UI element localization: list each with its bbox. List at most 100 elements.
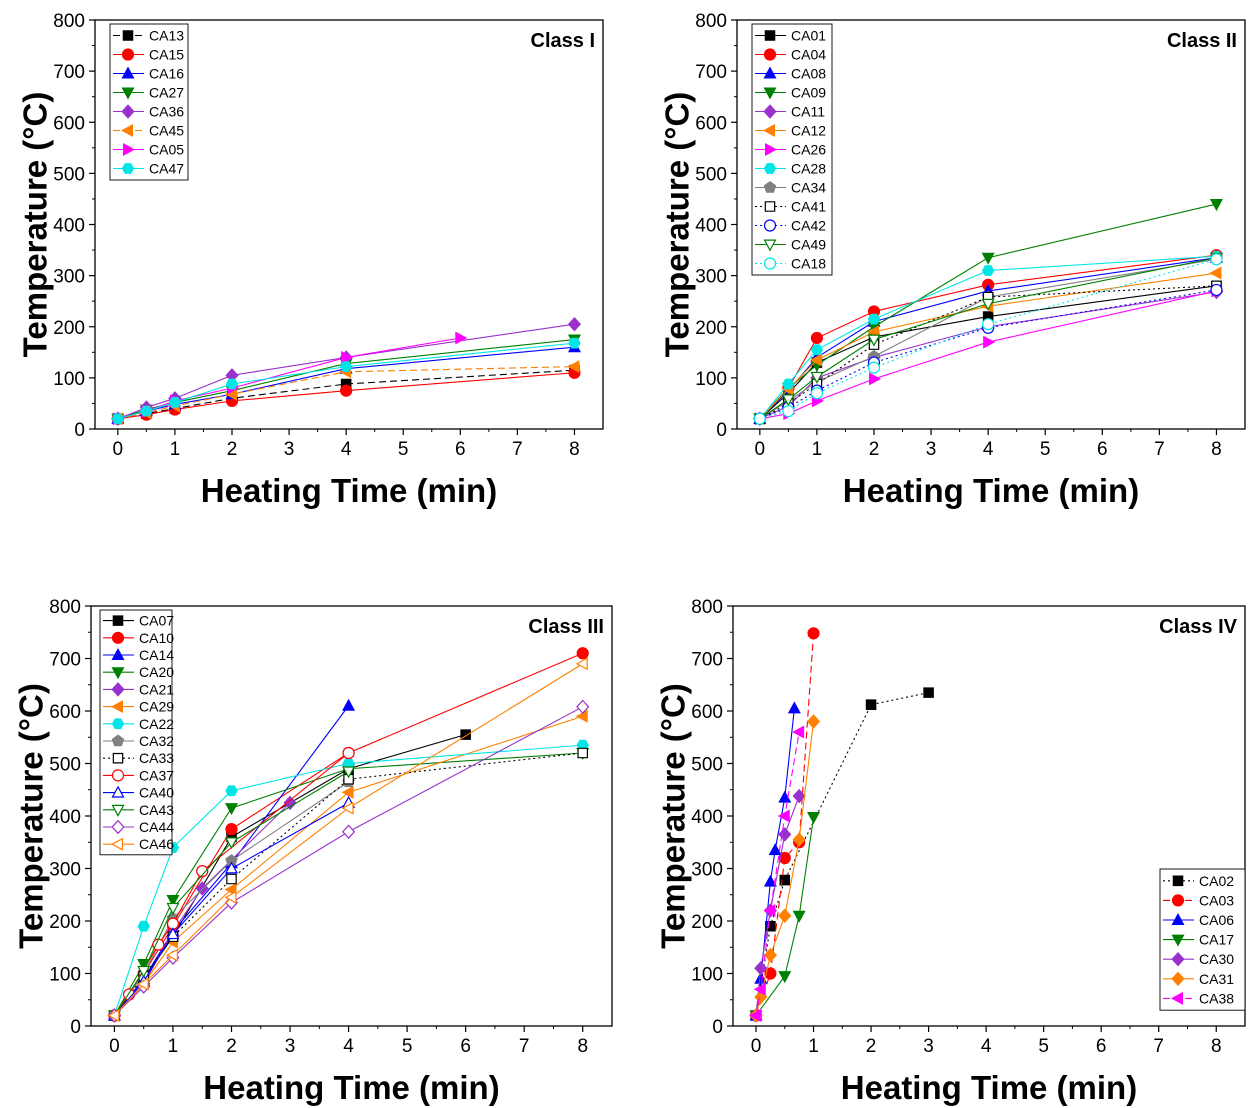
legend-label-CA21: CA21 <box>139 681 174 697</box>
data-point-CA38 <box>748 1008 762 1023</box>
data-point-CA37 <box>342 746 355 760</box>
legend-marker-CA16 <box>121 66 135 79</box>
legend-marker-CA01 <box>764 30 776 41</box>
legend-marker-CA05 <box>123 142 136 157</box>
data-point-CA20 <box>224 803 239 816</box>
y-tick-label: 200 <box>691 912 723 933</box>
legend-marker-CA08 <box>763 66 777 79</box>
data-point-CA10 <box>576 647 589 660</box>
data-point-CA30 <box>754 961 768 976</box>
data-point-CA20 <box>166 895 180 908</box>
data-point-CA46 <box>224 890 237 904</box>
data-point-CA28 <box>867 313 881 325</box>
data-point-CA45 <box>567 360 580 374</box>
series-line-CA44 <box>114 706 583 1016</box>
data-point-CA06 <box>787 701 801 714</box>
data-point-CA10 <box>225 823 238 836</box>
legend: CA01 CA04 CA08 CA09 CA11 CA12 CA26 CA28 CA34 CA41… <box>751 23 833 276</box>
legend-label-CA36: CA36 <box>149 104 184 120</box>
data-point-CA38 <box>792 725 805 739</box>
data-point-CA02 <box>779 874 791 886</box>
legend-marker-CA32 <box>111 734 125 747</box>
legend-label-CA37: CA37 <box>139 767 174 783</box>
legend-marker-CA21 <box>111 682 125 697</box>
x-tick-label: 0 <box>109 1036 120 1057</box>
legend-label-CA30: CA30 <box>1199 951 1234 967</box>
legend-marker-CA10 <box>111 631 125 644</box>
legend-label-CA32: CA32 <box>139 733 174 749</box>
x-tick-label: 4 <box>341 439 352 460</box>
y-tick-label: 400 <box>695 216 727 237</box>
y-tick-label: 500 <box>49 755 81 776</box>
data-point-CA02 <box>923 687 934 698</box>
data-point-CA46 <box>165 948 178 962</box>
legend-marker-CA41 <box>764 201 776 212</box>
data-point-CA40 <box>166 927 180 940</box>
legend-marker-CA29 <box>110 700 123 714</box>
legend-marker-CA15 <box>121 48 135 61</box>
data-point-CA47 <box>111 413 125 425</box>
legend-label-CA22: CA22 <box>139 716 174 732</box>
x-tick-label: 4 <box>343 1036 354 1057</box>
data-point-CA44 <box>341 824 356 839</box>
legend-label-CA05: CA05 <box>149 142 184 158</box>
data-point-CA03 <box>807 627 820 640</box>
y-tick-label: 500 <box>691 755 723 776</box>
y-tick-label: 800 <box>49 597 81 618</box>
y-tick-label: 800 <box>53 11 85 32</box>
legend-label-CA49: CA49 <box>791 237 826 253</box>
legend-marker-CA13 <box>122 30 134 41</box>
legend-label-CA33: CA33 <box>139 750 174 766</box>
legend-marker-CA12 <box>762 123 775 138</box>
x-axis-label: Heating Time (min) <box>843 472 1139 509</box>
data-point-CA31 <box>778 908 792 923</box>
x-tick-label: 7 <box>1154 439 1165 460</box>
legend-label-CA31: CA31 <box>1199 971 1234 987</box>
x-tick-label: 7 <box>1153 1036 1164 1057</box>
legend-marker-CA18 <box>763 257 777 270</box>
x-tick-label: 2 <box>869 439 880 460</box>
data-point-CA43 <box>137 965 151 978</box>
data-point-CA09 <box>981 252 995 265</box>
x-tick-label: 4 <box>983 439 994 460</box>
chart-panel-2: 0 1 2 3 4 5 6 7 8 0 100 200 300 400 500 600 700 800 Heatin… <box>659 11 1246 509</box>
data-point-CA31 <box>792 832 806 847</box>
legend-label-CA17: CA17 <box>1199 932 1234 948</box>
series-line-CA06 <box>755 708 795 1016</box>
chart-title: Class I <box>531 30 595 52</box>
chart-panel-4: 0 1 2 3 4 5 6 7 8 0 100 200 300 400 500 600 700 800 Heatin… <box>655 597 1246 1106</box>
legend-label-CA44: CA44 <box>139 819 174 835</box>
data-point-CA46 <box>341 801 354 815</box>
x-axis-label: Heating Time (min) <box>203 1069 499 1106</box>
legend-marker-CA02 <box>1172 875 1184 887</box>
x-tick-label: 2 <box>226 1036 237 1057</box>
data-point-CA38 <box>753 982 766 996</box>
legend-label-CA27: CA27 <box>149 85 184 101</box>
legend-box <box>99 609 173 856</box>
legend-marker-CA09 <box>763 87 777 100</box>
data-point-CA12 <box>809 353 822 367</box>
data-point-CA22 <box>225 785 238 797</box>
y-tick-label: 600 <box>691 702 723 723</box>
legend-marker-CA42 <box>763 219 777 232</box>
data-point-CA05 <box>341 350 354 364</box>
x-tick-label: 1 <box>812 439 823 460</box>
legend-label-CA09: CA09 <box>791 85 826 101</box>
series-line-CA12 <box>759 272 1217 420</box>
y-axis-label: Temperature (°C) <box>17 92 54 358</box>
y-tick-label: 100 <box>49 965 81 986</box>
legend-marker-CA20 <box>111 667 125 680</box>
chart-panel-1: 0 1 2 3 4 5 6 7 8 0 100 200 300 400 500 600 700 800 Heatin… <box>17 11 604 509</box>
data-point-CA33 <box>226 873 237 885</box>
data-point-CA43 <box>166 902 180 915</box>
legend-label-CA04: CA04 <box>791 47 826 63</box>
y-tick-label: 200 <box>695 318 727 339</box>
data-point-CA06 <box>768 843 782 856</box>
legend-label-CA01: CA01 <box>791 28 826 44</box>
data-point-CA49 <box>810 371 824 384</box>
data-point-CA18 <box>782 405 795 418</box>
data-point-CA17 <box>807 812 821 825</box>
legend-marker-CA30 <box>1171 951 1185 967</box>
y-tick-label: 300 <box>691 860 723 881</box>
